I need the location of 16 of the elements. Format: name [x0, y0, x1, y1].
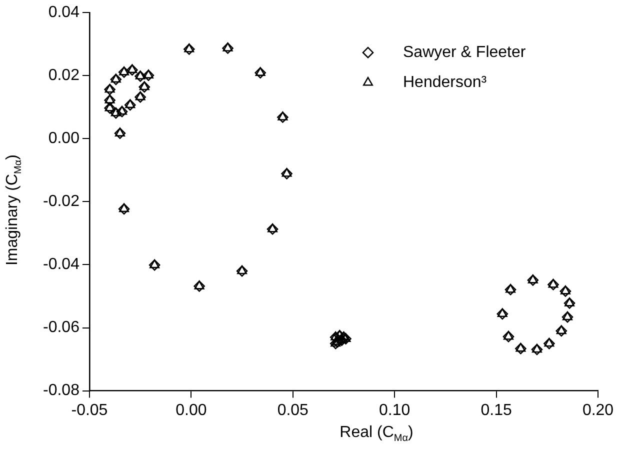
legend-label: Sawyer & Fleeter	[403, 44, 526, 62]
y-tick-label: -0.06	[43, 319, 80, 336]
x-tick-label: 0.20	[582, 402, 614, 419]
x-tick-label: 0.05	[277, 402, 309, 419]
y-tick-label: -0.04	[43, 256, 80, 274]
legend-label: Henderson³	[403, 74, 488, 92]
y-tick-label: -0.02	[43, 193, 80, 210]
x-tick-label: -0.05	[71, 402, 108, 419]
x-tick-label: 0.10	[379, 402, 410, 419]
y-tick-label: 0.04	[48, 4, 80, 22]
y-tick-label: 0.00	[48, 130, 80, 148]
y-tick-label: -0.08	[43, 382, 80, 400]
x-tick-label: 0.15	[480, 402, 512, 419]
x-axis-title: Real (C$_{Mα}$)	[340, 424, 414, 444]
y-tick-label: 0.02	[48, 67, 80, 84]
x-tick-label: 0.00	[176, 402, 207, 419]
